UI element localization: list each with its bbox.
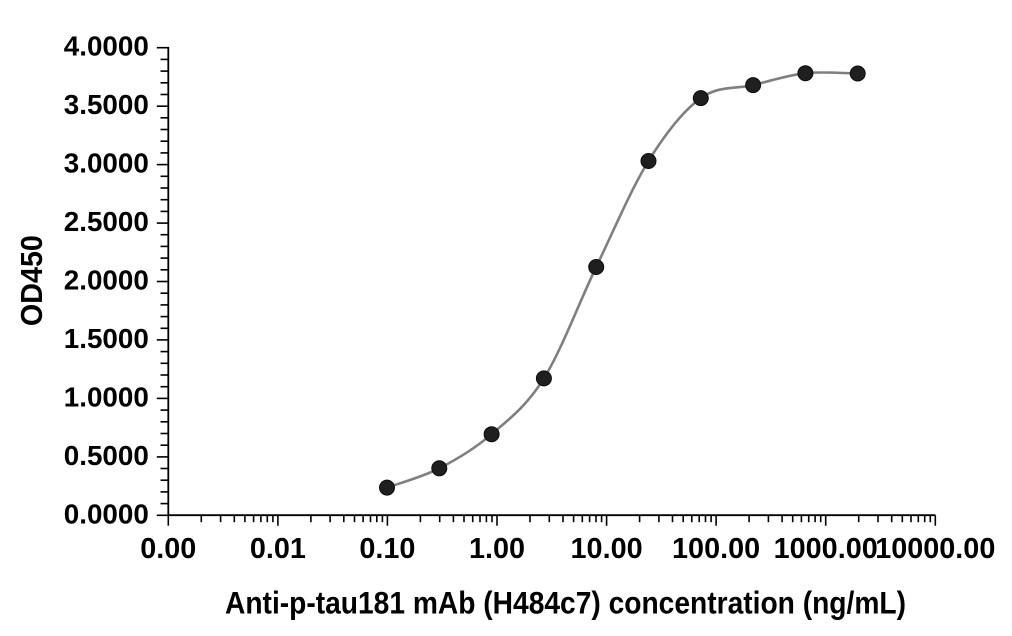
svg-text:4.0000: 4.0000 [64, 31, 149, 62]
svg-text:0.10: 0.10 [359, 533, 415, 565]
svg-text:1000.00: 1000.00 [774, 533, 878, 565]
svg-text:OD450: OD450 [14, 235, 49, 326]
svg-text:100.00: 100.00 [672, 533, 760, 565]
svg-text:0.0000: 0.0000 [64, 498, 149, 529]
svg-text:3.5000: 3.5000 [64, 89, 149, 120]
svg-text:0.00: 0.00 [140, 533, 196, 565]
svg-text:10.00: 10.00 [571, 533, 643, 565]
svg-text:3.0000: 3.0000 [64, 148, 149, 179]
svg-text:2.0000: 2.0000 [64, 265, 149, 296]
svg-text:0.5000: 0.5000 [64, 440, 149, 471]
svg-text:2.5000: 2.5000 [64, 206, 149, 237]
svg-text:1.5000: 1.5000 [64, 323, 149, 354]
svg-text:1.00: 1.00 [469, 533, 525, 565]
svg-text:10000.00: 10000.00 [875, 533, 995, 565]
svg-text:Anti-p-tau181 mAb (H484c7) con: Anti-p-tau181 mAb (H484c7) concentration… [225, 585, 906, 621]
svg-text:1.0000: 1.0000 [64, 381, 149, 412]
svg-text:0.01: 0.01 [250, 533, 306, 565]
